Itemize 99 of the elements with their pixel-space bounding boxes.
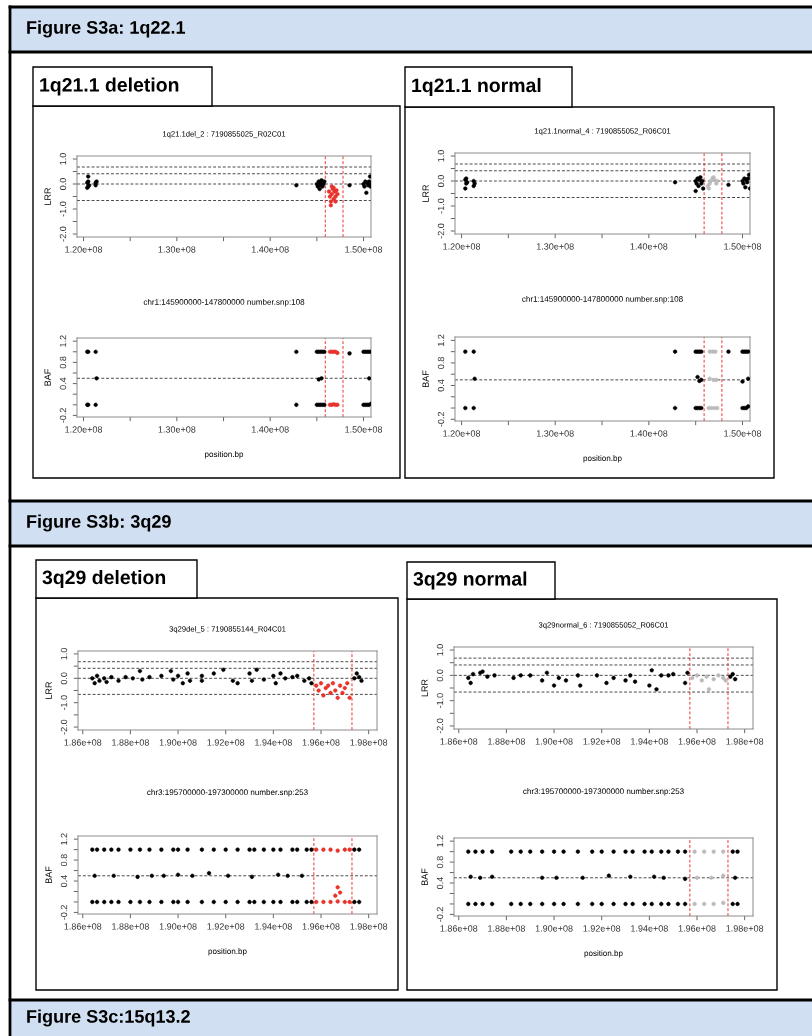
y-tick-label: -1.0	[60, 695, 68, 711]
y-tick-label: 0.4	[437, 379, 445, 392]
caption: Figure S3a: 1q22.1	[27, 20, 186, 38]
x-tick-label: 1.20e+08	[443, 243, 481, 250]
y-tick-label: 0.4	[436, 877, 444, 889]
y-tick-label: -2.0	[436, 718, 444, 734]
x-tick-label: 1.96e+08	[678, 738, 716, 745]
y-tick-label: -1.0	[437, 198, 445, 214]
y-tick-label: -0.2	[436, 907, 444, 922]
x-tick-label: 1.86e+08	[64, 923, 102, 930]
x-tick-label: 1.20e+08	[65, 426, 103, 433]
y-axis-title: BAF	[45, 866, 52, 884]
x-tick-label: 1.88e+08	[488, 738, 525, 745]
y-tick-label: -0.2	[437, 411, 445, 427]
x-tick-label: 1.98e+08	[726, 738, 764, 745]
x-tick-label: 1.40e+08	[251, 246, 289, 253]
x-tick-label: 1.98e+08	[726, 925, 764, 932]
x-tick-label: 1.30e+08	[536, 430, 574, 437]
y-tick-label: 1.0	[437, 150, 445, 162]
y-tick-label: 0.8	[437, 357, 445, 369]
x-tick-label: 1.40e+08	[630, 430, 668, 437]
y-tick-label: 0.4	[59, 377, 67, 390]
x-tick-label: 1.88e+08	[488, 925, 525, 932]
y-tick-label: 0.8	[436, 856, 444, 868]
y-tick-label: 0.0	[59, 178, 67, 190]
x-tick-label: 1.94e+08	[255, 923, 292, 930]
y-tick-label: -0.2	[60, 905, 68, 920]
x-tick-label: 1.20e+08	[65, 246, 103, 253]
x-tick-label: 1.50e+08	[345, 246, 383, 253]
text: 1q21.1 normal	[412, 77, 541, 97]
y-axis-title: LRR	[45, 681, 52, 699]
x-tick-label: 1.88e+08	[112, 739, 149, 746]
x-tick-label: 1.30e+08	[158, 246, 196, 253]
y-axis-title: LRR	[421, 679, 428, 697]
x-tick-label: 1.90e+08	[159, 923, 197, 930]
y-axis-title: LRR	[44, 187, 51, 205]
x-axis-title: position.bp	[583, 455, 622, 463]
x-tick-label: 1.50e+08	[724, 430, 762, 437]
x-tick-label: 1.98e+08	[350, 739, 388, 746]
x-tick-label: 1.96e+08	[302, 739, 340, 746]
x-tick-label: 1.92e+08	[207, 739, 245, 746]
y-tick-label: -2.0	[437, 223, 445, 239]
x-axis-title: position.bp	[584, 950, 623, 958]
x-tick-label: 1.40e+08	[630, 243, 668, 250]
x-axis-title: position.bp	[205, 451, 244, 459]
x-tick-label: 1.20e+08	[443, 430, 481, 437]
y-tick-label: 1.2	[436, 835, 444, 847]
x-tick-label: 1.50e+08	[724, 243, 762, 250]
y-tick-label: 1.0	[436, 644, 444, 656]
x-tick-label: 1.50e+08	[345, 426, 383, 433]
x-tick-label: 1.88e+08	[112, 923, 149, 930]
y-tick-label: 1.0	[59, 153, 67, 165]
x-tick-label: 1.94e+08	[631, 925, 668, 932]
y-tick-label: -0.2	[59, 408, 67, 423]
text: 3q29 normal	[413, 571, 527, 590]
x-axis-title: position.bp	[208, 948, 247, 956]
y-tick-label: 0.0	[437, 175, 445, 187]
y-tick-label: 0.8	[59, 356, 67, 369]
text: 1q21.1 deletion	[40, 77, 179, 96]
y-axis-title: BAF	[422, 370, 429, 388]
x-tick-label: 1.92e+08	[583, 925, 621, 932]
y-axis-title: BAF	[44, 369, 51, 386]
x-tick-label: 1.94e+08	[631, 738, 668, 745]
y-tick-label: 1.2	[437, 334, 445, 346]
x-tick-label: 1.86e+08	[64, 739, 102, 746]
x-tick-label: 1.94e+08	[255, 739, 292, 746]
y-tick-label: 0.4	[60, 875, 68, 887]
x-tick-label: 1.90e+08	[159, 739, 197, 746]
y-tick-label: -2.0	[59, 226, 67, 242]
y-axis-title: BAF	[421, 868, 428, 886]
x-tick-label: 1.86e+08	[440, 925, 478, 932]
y-tick-label: 1.0	[60, 648, 68, 660]
x-tick-label: 1.40e+08	[251, 426, 289, 433]
x-axis-title: chr3:195700000-197300000 number.snp:253	[523, 788, 684, 796]
x-tick-label: 1.92e+08	[207, 923, 245, 930]
y-tick-label: -2.0	[60, 719, 68, 735]
x-tick-label: 1.98e+08	[350, 923, 388, 930]
y-tick-label: 0.0	[60, 672, 68, 685]
y-tick-label: -1.0	[59, 201, 67, 217]
y-axis-title: LRR	[422, 184, 429, 202]
x-tick-label: 1.90e+08	[535, 925, 573, 932]
x-tick-label: 1.96e+08	[302, 923, 340, 930]
x-tick-label: 1.90e+08	[535, 738, 573, 745]
caption: Figure S3b: 3q29	[27, 514, 171, 532]
x-tick-label: 1.92e+08	[583, 738, 621, 745]
x-axis-title: chr1:145900000-147800000 number.snp:108	[143, 298, 305, 307]
y-tick-label: 1.2	[59, 335, 67, 347]
y-tick-label: 0.8	[60, 854, 68, 866]
x-axis-title: chr3:195700000-197300000 number.snp:253	[147, 789, 308, 797]
y-tick-label: 1.2	[60, 833, 68, 845]
x-tick-label: 1.30e+08	[158, 426, 196, 433]
x-tick-label: 1.96e+08	[678, 925, 716, 932]
x-tick-label: 1.30e+08	[536, 243, 574, 250]
y-tick-label: 0.0	[436, 669, 444, 682]
text: 3q29 deletion	[42, 569, 166, 589]
caption: Figure S3c:15q13.2	[27, 1009, 190, 1027]
x-axis-title: chr1:145900000-147800000 number.snp:108	[522, 295, 683, 304]
y-tick-label: -1.0	[436, 693, 444, 709]
x-tick-label: 1.86e+08	[440, 738, 478, 745]
